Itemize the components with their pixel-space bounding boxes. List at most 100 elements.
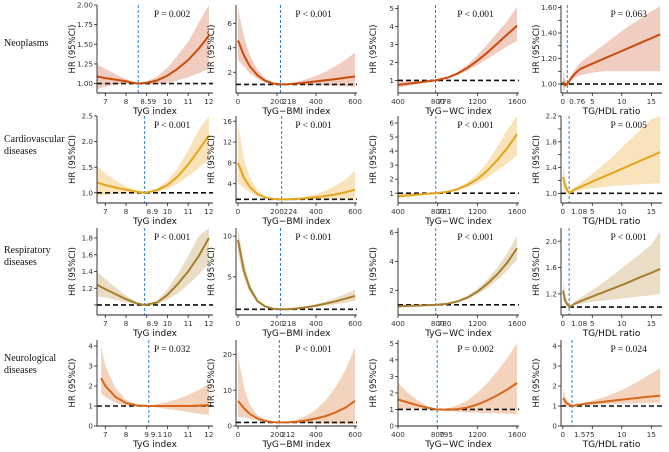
p-value-r3c2: P = 0.002 xyxy=(457,345,494,355)
x-tick-label-r1c2-0: 400 xyxy=(391,207,405,216)
plot-area-r1c2 xyxy=(398,116,519,203)
ci-band-r3c1 xyxy=(238,347,355,425)
x-tick-label-r3c0-4: 11 xyxy=(184,430,193,439)
x-axis-label-r0c3: TG/HDL ratio xyxy=(582,107,641,117)
y-tick-label-r0c1-0: 2 xyxy=(227,68,232,77)
y-axis-label-r2c3: HR (95%CI) xyxy=(532,247,542,296)
row-label-0: Neoplasms xyxy=(4,38,49,49)
y-tick-label-r0c2-0: 1 xyxy=(389,76,394,85)
y-tick-label-r1c2-0: 1 xyxy=(389,189,394,198)
x-tick-label-r3c1-2: 400 xyxy=(309,430,323,439)
ci-band-r0c0 xyxy=(97,5,209,90)
x-tick-label-r2c2-0: 400 xyxy=(391,319,405,328)
x-tick-label-r0c1-3: 600 xyxy=(348,97,362,106)
ci-band-r3c2 xyxy=(398,343,517,415)
x-tick-label-r2c0-4: 11 xyxy=(184,319,193,328)
x-tick-label-r0c1-2: 400 xyxy=(309,97,323,106)
ci-band-r0c1 xyxy=(238,8,355,88)
knot-label-r1c1: 224 xyxy=(284,207,298,216)
row-label-2-line-0: Respiratory xyxy=(4,245,51,256)
x-axis-label-r2c2: TyG−WC index xyxy=(424,329,492,339)
p-value-r1c2: P < 0.001 xyxy=(457,121,494,131)
row-label-1: Cardiovascular diseases xyxy=(4,134,65,157)
y-tick-label-r0c3-6: 1.60 xyxy=(541,3,557,12)
plot-area-r0c3 xyxy=(561,5,662,93)
hr-curve-r3c2 xyxy=(398,382,518,411)
y-axis-label-r3c0: HR (95%CI) xyxy=(68,359,78,408)
y-tick-label-r3c0-1: 1 xyxy=(88,402,93,411)
p-value-r0c3: P = 0.063 xyxy=(610,10,647,20)
knot-label-r2c0: 8.9 xyxy=(147,319,159,328)
x-tick-label-r0c0-3: 10 xyxy=(163,97,173,106)
x-tick-label-r0c0-0: 7 xyxy=(103,97,108,106)
p-value-r0c1: P < 0.001 xyxy=(295,10,332,20)
y-axis-label-r1c0: HR (95%CI) xyxy=(68,135,78,184)
x-tick-label-r1c2-2: 1200 xyxy=(468,207,487,216)
knot-label-r2c1: 218 xyxy=(282,319,296,328)
y-tick-label-r3c0-4: 4 xyxy=(88,342,93,351)
row-labels: Neoplasms Cardiovascular diseases Respira… xyxy=(4,38,65,376)
x-tick-label-r0c2-1: 800 xyxy=(431,97,445,106)
hr-curve-r1c2 xyxy=(398,133,518,198)
y-tick-label-r0c2-2: 3 xyxy=(389,40,394,49)
x-tick-label-r3c0-1: 8 xyxy=(124,430,129,439)
x-tick-label-r3c1-3: 600 xyxy=(348,430,362,439)
x-tick-label-r3c1-0: 0 xyxy=(236,430,241,439)
hr-curve-r1c1 xyxy=(237,162,356,201)
row-label-2-line-1: diseases xyxy=(4,257,37,268)
x-tick-label-r1c3-2: 10 xyxy=(617,207,627,216)
x-tick-label-r1c0-4: 11 xyxy=(184,207,193,216)
p-value-r2c2: P < 0.001 xyxy=(457,233,494,243)
x-tick-label-r3c0-5: 12 xyxy=(204,430,213,439)
knot-label-r1c3: 1.08 xyxy=(571,207,587,216)
x-tick-label-r1c2-1: 800 xyxy=(431,207,445,216)
y-axis-label-r2c1: HR (95%CI) xyxy=(207,247,217,296)
y-tick-label-r0c2-3: 4 xyxy=(389,22,394,31)
ci-band-r1c2 xyxy=(398,116,517,199)
y-tick-label-r0c2-1: 2 xyxy=(389,58,394,67)
y-tick-label-r1c0-3: 2.5 xyxy=(82,112,93,121)
y-tick-label-r1c1-0: 4 xyxy=(227,179,232,188)
y-tick-label-r1c1-3: 16 xyxy=(223,117,233,126)
x-tick-label-r2c2-2: 1200 xyxy=(468,319,487,328)
y-tick-label-r3c3-4: 4 xyxy=(552,342,557,351)
y-tick-label-r2c0-4: 1.8 xyxy=(82,234,94,243)
ci-band-r0c3 xyxy=(563,6,661,92)
plot-area-r2c0 xyxy=(97,228,213,315)
x-tick-label-r3c2-3: 1600 xyxy=(508,430,527,439)
p-value-r1c3: P = 0.005 xyxy=(610,121,647,131)
x-tick-label-r0c3-3: 15 xyxy=(647,97,656,106)
x-tick-label-r3c0-3: 10 xyxy=(163,430,173,439)
x-tick-label-r0c1-0: 0 xyxy=(236,97,241,106)
x-tick-label-r0c0-1: 8 xyxy=(124,97,129,106)
x-tick-label-r0c0-4: 11 xyxy=(184,97,193,106)
p-value-r3c3: P = 0.024 xyxy=(610,345,647,355)
row-label-1-line-0: Cardiovascular xyxy=(4,134,65,145)
p-value-r3c1: P < 0.001 xyxy=(295,345,332,355)
hr-curve-r2c2 xyxy=(398,247,518,308)
y-tick-label-r2c1-0: 5 xyxy=(227,272,232,281)
x-tick-label-r2c1-3: 600 xyxy=(348,319,362,328)
x-tick-label-r2c3-3: 15 xyxy=(647,319,656,328)
y-axis-label-r2c2: HR (95%CI) xyxy=(369,247,379,296)
x-tick-label-r2c3-1: 5 xyxy=(590,319,595,328)
y-tick-label-r3c2-3: 3 xyxy=(389,372,394,381)
y-tick-label-r3c3-0: 0 xyxy=(552,422,557,431)
x-axis-label-r2c1: TyG−BMI index xyxy=(261,329,331,339)
y-tick-label-r1c3-4: 1.8 xyxy=(546,137,558,146)
knot-label-r1c2: 781 xyxy=(438,207,452,216)
y-tick-label-r0c1-1: 4 xyxy=(227,43,232,52)
ci-band-r1c0 xyxy=(97,116,209,197)
ci-band-r1c1 xyxy=(238,123,355,200)
y-axis-label-r3c2: HR (95%CI) xyxy=(369,359,379,408)
row-label-3: Neurological diseases xyxy=(4,353,56,376)
knot-label-r3c1: 212 xyxy=(281,430,295,439)
x-tick-label-r1c1-1: 200 xyxy=(270,207,284,216)
y-tick-label-r0c0-3: 1.75 xyxy=(77,20,93,29)
ci-band-r2c0 xyxy=(97,228,209,305)
p-value-r2c0: P < 0.001 xyxy=(154,233,191,243)
